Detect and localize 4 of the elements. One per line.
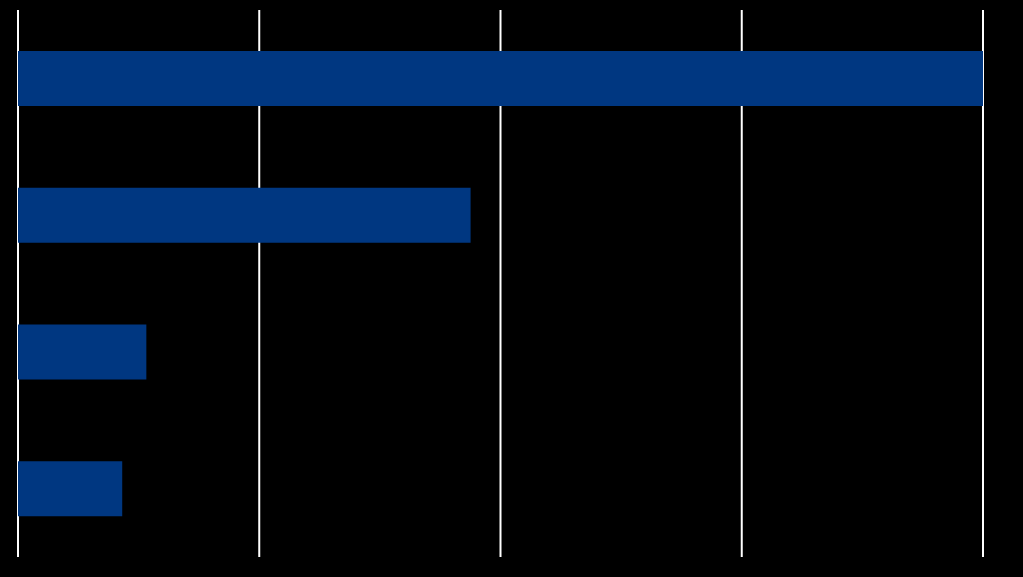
- bar: [18, 461, 123, 517]
- bar: [18, 187, 471, 243]
- bar: [18, 51, 983, 107]
- bar: [18, 324, 147, 380]
